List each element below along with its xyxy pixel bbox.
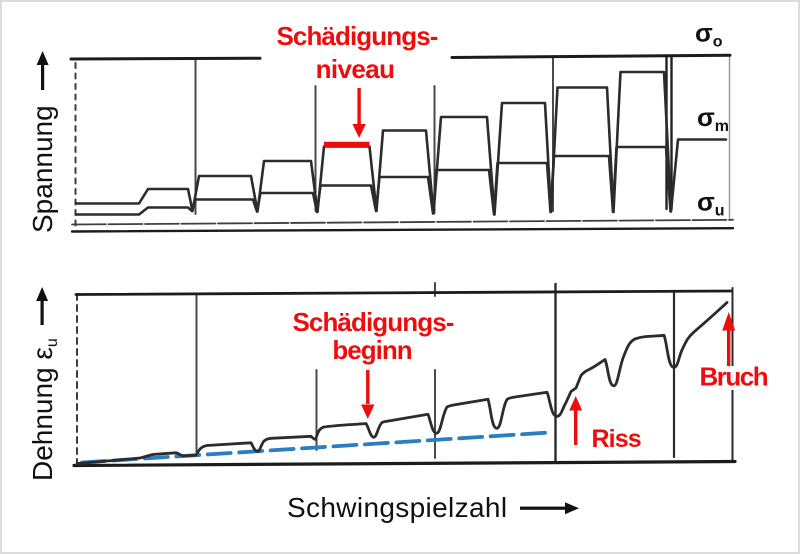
svg-text:Riss: Riss — [592, 425, 641, 453]
svg-text:niveau: niveau — [316, 54, 395, 84]
svg-text:σo: σo — [695, 18, 723, 51]
svg-text:beginn: beginn — [332, 335, 411, 365]
svg-text:σm: σm — [697, 102, 729, 135]
svg-text:σu: σu — [697, 187, 725, 220]
svg-text:Schwingspielzahl: Schwingspielzahl — [287, 492, 507, 523]
svg-text:Spannung: Spannung — [27, 105, 58, 233]
svg-text:Schädigungs-: Schädigungs- — [276, 21, 437, 51]
svg-text:Schädigungs-: Schädigungs- — [292, 307, 453, 337]
svg-text:Dehnung εu: Dehnung εu — [27, 338, 61, 481]
svg-text:Bruch: Bruch — [700, 362, 768, 392]
